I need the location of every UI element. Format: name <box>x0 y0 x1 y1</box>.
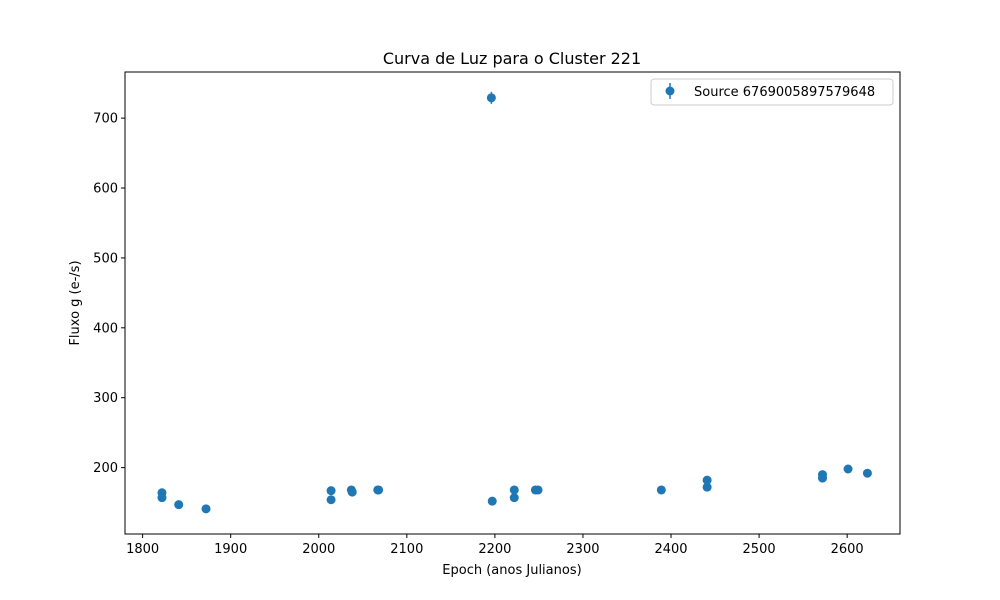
x-tick-label: 2600 <box>831 542 864 557</box>
data-point <box>509 485 519 495</box>
x-tick-label: 2400 <box>654 542 687 557</box>
x-tick-label: 1800 <box>126 542 159 557</box>
y-tick-label: 200 <box>93 461 118 476</box>
data-point <box>326 495 336 505</box>
data-point-marker <box>509 485 519 495</box>
y-tick-label: 300 <box>93 391 118 406</box>
x-tick-label: 2200 <box>478 542 511 557</box>
y-tick-label: 400 <box>93 321 118 336</box>
y-tick-label: 700 <box>93 112 118 127</box>
data-point <box>486 91 496 104</box>
y-tick-label: 500 <box>93 251 118 266</box>
data-point <box>326 486 336 496</box>
data-point <box>702 482 712 492</box>
plot-area <box>124 71 901 535</box>
data-point <box>656 485 666 495</box>
data-point-marker <box>862 468 872 478</box>
data-point-marker <box>157 493 167 503</box>
data-point-marker <box>374 485 384 495</box>
data-points <box>157 91 872 514</box>
x-tick-label: 2300 <box>566 542 599 557</box>
data-point-marker <box>702 475 712 485</box>
x-axis: 1800 1900 2000 2100 2200 2300 2400 2500 2600 <box>126 534 864 557</box>
y-axis: 200 300 400 500 600 700 <box>93 112 125 476</box>
data-point-marker <box>656 485 666 495</box>
data-point <box>487 496 497 506</box>
legend-series-label: Source 6769005897579648 <box>694 85 875 100</box>
data-point <box>818 473 827 483</box>
data-point <box>374 485 384 495</box>
x-tick-label: 2500 <box>743 542 776 557</box>
x-tick-label: 2000 <box>302 542 335 557</box>
y-axis-label: Fluxo g (e-/s) <box>68 260 83 345</box>
data-point-marker <box>201 504 211 514</box>
data-point <box>702 475 712 485</box>
chart-title: Curva de Luz para o Cluster 221 <box>383 49 641 68</box>
data-point <box>533 485 543 495</box>
legend: Source 6769005897579648 <box>650 78 894 106</box>
data-point-marker <box>326 495 336 505</box>
x-axis-label: Epoch (anos Julianos) <box>442 563 581 578</box>
data-point-marker <box>843 464 853 474</box>
data-point-marker <box>818 473 827 483</box>
data-point <box>174 500 184 510</box>
data-point-marker <box>486 93 496 103</box>
legend-box <box>650 78 894 106</box>
data-point <box>862 468 872 478</box>
data-point-marker <box>347 487 357 497</box>
x-tick-label: 2100 <box>390 542 423 557</box>
data-point-marker <box>487 496 497 506</box>
data-point-marker <box>174 500 184 510</box>
data-point-marker <box>509 493 519 503</box>
data-point-marker <box>533 485 543 495</box>
data-point-marker <box>702 482 712 492</box>
data-point <box>347 487 357 497</box>
data-point <box>201 504 211 514</box>
legend-series-marker <box>665 86 675 96</box>
data-point <box>509 493 519 503</box>
data-point <box>843 464 853 474</box>
axes-frame <box>124 71 901 535</box>
y-tick-label: 600 <box>93 182 118 197</box>
data-point-marker <box>326 486 336 496</box>
data-point <box>157 493 167 503</box>
x-tick-label: 1900 <box>214 542 247 557</box>
